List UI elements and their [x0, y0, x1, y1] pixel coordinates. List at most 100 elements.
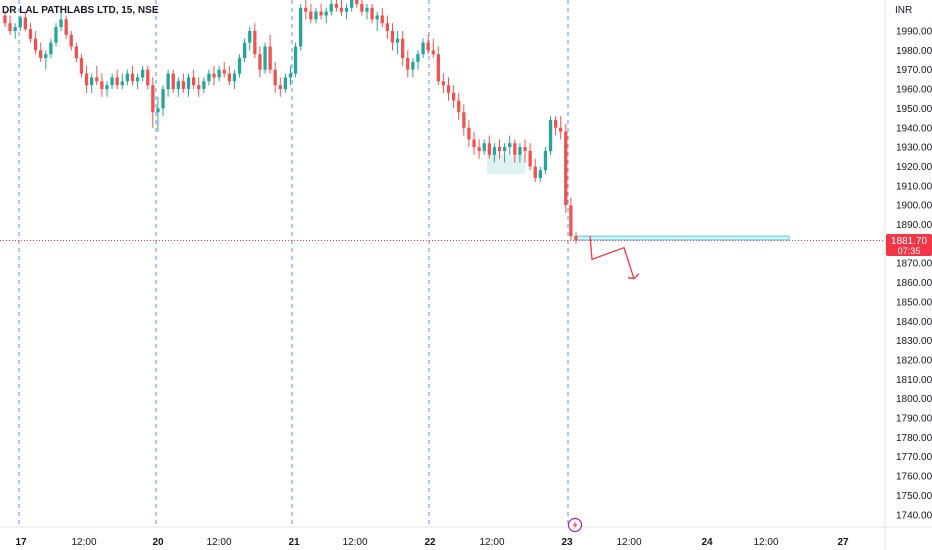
candle — [13, 23, 17, 39]
candle-body — [258, 54, 262, 70]
price-tick-label: 1930.00 — [896, 143, 932, 154]
price-tick-label: 1860.00 — [896, 278, 932, 289]
candle-body — [426, 42, 430, 51]
candle-body — [503, 147, 507, 151]
price-tick-label: 1790.00 — [896, 414, 932, 425]
candle — [385, 15, 389, 39]
candle-body — [559, 127, 563, 132]
price-tick-label: 1780.00 — [896, 433, 932, 444]
candle — [39, 42, 43, 62]
candle — [426, 34, 430, 55]
candle-body — [176, 81, 180, 89]
candle-body — [421, 42, 425, 55]
candle-body — [100, 81, 104, 89]
candle-body — [69, 34, 73, 47]
candle — [497, 139, 502, 159]
lightning-icon-bolt — [572, 520, 578, 530]
candle-body — [339, 7, 344, 12]
candle-body — [452, 92, 456, 101]
candle — [130, 65, 135, 86]
candle — [8, 15, 12, 35]
price-tick-label: 1990.00 — [896, 27, 932, 38]
candle-body — [431, 50, 435, 55]
candle — [135, 73, 140, 90]
candle-body — [166, 73, 170, 90]
candle — [90, 73, 94, 93]
price-badge-bg — [886, 234, 932, 256]
candle-body — [543, 151, 548, 171]
candle-body — [84, 73, 89, 86]
candle — [329, 0, 333, 16]
price-tick-label: 1840.00 — [896, 317, 932, 328]
candle — [100, 73, 104, 97]
candle-body — [441, 81, 446, 86]
time-tick-label: 24 — [701, 537, 713, 548]
price-axis[interactable]: 1990.00 1980.00 1970.00 1960.00 1950.00 1940.… — [896, 27, 932, 522]
candle-body — [105, 85, 109, 90]
candle-body — [227, 73, 231, 82]
candle — [54, 23, 58, 47]
candle — [334, 0, 338, 12]
candle — [232, 69, 237, 90]
candle — [472, 131, 476, 155]
price-tick-label: 1770.00 — [896, 452, 932, 463]
candle — [518, 143, 522, 163]
time-tick-label: 12:00 — [753, 537, 778, 548]
candle — [156, 96, 160, 132]
candle-body — [411, 62, 415, 70]
candle-body — [74, 46, 78, 59]
candle — [288, 65, 293, 86]
candle — [375, 11, 379, 31]
candle-body — [564, 131, 568, 206]
candle — [457, 92, 461, 120]
candle — [344, 3, 349, 20]
candle — [477, 139, 481, 159]
candle-body — [293, 46, 298, 74]
candle — [263, 42, 267, 74]
candle-body — [95, 77, 99, 82]
candle — [462, 104, 466, 136]
candle-body — [181, 81, 186, 89]
candle — [161, 85, 165, 117]
lightning-icon[interactable] — [567, 517, 583, 533]
candle-body — [309, 11, 313, 20]
candle-body — [533, 166, 537, 179]
price-tick-label: 1900.00 — [896, 201, 932, 212]
candle-body — [513, 143, 517, 155]
candle-body — [538, 170, 542, 178]
candle-body — [390, 31, 395, 43]
candle-body — [248, 31, 252, 43]
time-axis[interactable]: 17 12:00 20 12:00 21 12:00 22 12:00 23 12:00 24 12:… — [15, 537, 849, 548]
time-tick-label: 27 — [837, 537, 849, 548]
projection-arrowhead — [627, 273, 640, 280]
candle — [243, 38, 247, 62]
time-tick-label: 17 — [15, 537, 27, 548]
candle — [33, 31, 38, 55]
candle-body — [487, 143, 491, 155]
candle — [212, 65, 216, 86]
price-tick-label: 1850.00 — [896, 297, 932, 308]
candle — [268, 34, 272, 74]
candle-body — [299, 7, 303, 47]
candle-body — [462, 112, 466, 128]
candle — [395, 31, 400, 55]
candle — [431, 38, 435, 59]
candle — [49, 38, 53, 59]
price-tick-label: 1970.00 — [896, 65, 932, 76]
candle — [569, 197, 573, 240]
candle — [79, 54, 84, 78]
candle — [258, 46, 262, 78]
candle — [115, 69, 119, 90]
candle — [64, 15, 68, 39]
candle — [120, 73, 124, 90]
price-badge-value: 1881.70 — [891, 236, 928, 247]
candle-body — [90, 77, 94, 86]
candle-body — [278, 85, 282, 90]
candle — [197, 77, 201, 97]
candle — [467, 120, 471, 148]
price-tick-label: 1800.00 — [896, 394, 932, 405]
candle — [365, 3, 369, 20]
candle-body — [360, 3, 364, 12]
candle-body — [237, 58, 242, 74]
